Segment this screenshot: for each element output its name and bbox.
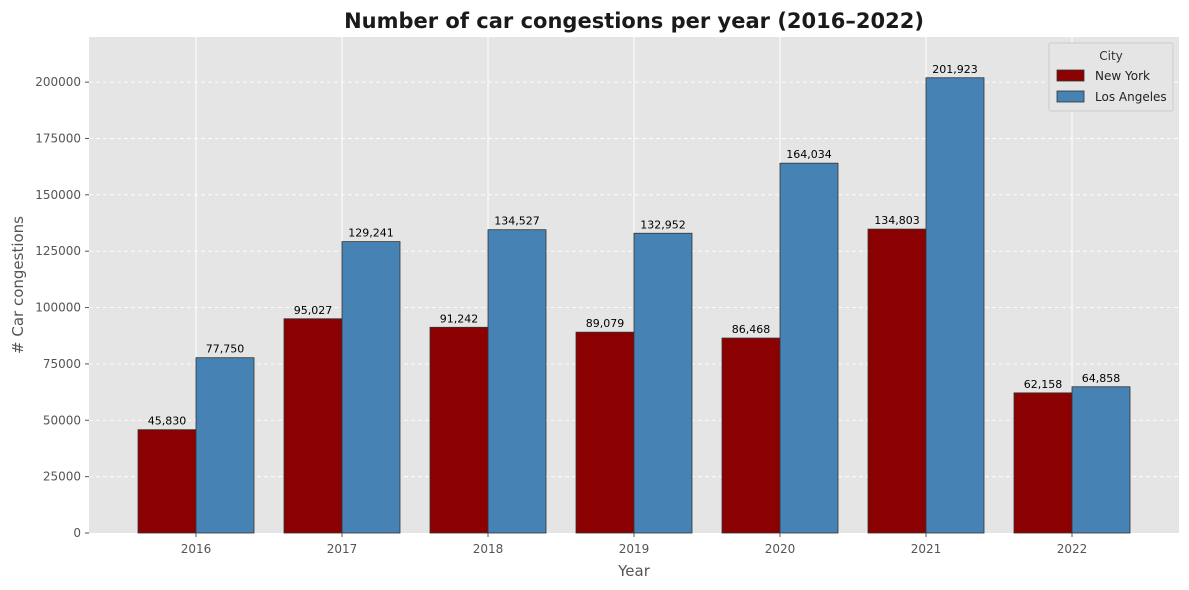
y-tick-label: 125000 <box>35 244 81 258</box>
axis-ticks: 0 25000 50000 75000 100000 125000 150000 175000… <box>35 75 1087 556</box>
bar-los-angeles-2022 <box>1071 386 1131 534</box>
bar-los-angeles-2021 <box>925 77 985 534</box>
data-label-los-angeles-2021: 201,923 <box>932 63 978 76</box>
bars <box>137 77 1131 534</box>
data-label-los-angeles-2017: 129,241 <box>348 227 394 240</box>
x-tick-label: 2016 <box>181 542 212 556</box>
data-label-new-york-2022: 62,158 <box>1024 378 1063 391</box>
data-label-new-york-2020: 86,468 <box>732 323 771 336</box>
y-tick-label: 150000 <box>35 188 81 202</box>
data-label-los-angeles-2020: 164,034 <box>786 148 832 161</box>
legend-title: City <box>1099 49 1123 63</box>
bar-new-york-2021 <box>867 228 927 534</box>
data-label-new-york-2017: 95,027 <box>294 304 333 317</box>
data-label-los-angeles-2018: 134,527 <box>494 215 540 228</box>
legend: City New York Los Angeles <box>1048 42 1174 112</box>
x-tick-label: 2022 <box>1057 542 1088 556</box>
data-label-new-york-2018: 91,242 <box>440 312 479 325</box>
y-tick-label: 50000 <box>43 413 81 427</box>
bar-new-york-2016 <box>137 429 197 534</box>
bar-new-york-2020 <box>721 337 781 534</box>
legend-label-los-angeles: Los Angeles <box>1095 90 1167 104</box>
bar-new-york-2018 <box>429 326 489 534</box>
legend-label-new-york: New York <box>1095 69 1150 83</box>
y-tick-label: 200000 <box>35 75 81 89</box>
legend-swatch-new-york <box>1056 69 1085 82</box>
bar-los-angeles-2018 <box>487 229 547 534</box>
data-labels: 45,830 95,027 91,242 89,079 86,468 134,803 62,… <box>148 63 1121 428</box>
x-tick-label: 2017 <box>327 542 358 556</box>
data-label-new-york-2016: 45,830 <box>148 415 187 428</box>
data-label-new-york-2019: 89,079 <box>586 317 625 330</box>
y-tick-label: 175000 <box>35 131 81 145</box>
data-label-los-angeles-2019: 132,952 <box>640 218 686 231</box>
legend-swatch-los-angeles <box>1056 90 1085 103</box>
bar-new-york-2017 <box>283 318 343 534</box>
x-tick-label: 2020 <box>765 542 796 556</box>
y-axis-label: # Car congestions <box>9 216 27 354</box>
chart-title: Number of car congestions per year (2016… <box>344 9 924 33</box>
bar-los-angeles-2017 <box>341 241 401 534</box>
x-tick-label: 2021 <box>911 542 942 556</box>
bar-new-york-2022 <box>1013 392 1073 534</box>
x-tick-label: 2018 <box>473 542 504 556</box>
data-label-los-angeles-2022: 64,858 <box>1082 372 1121 385</box>
y-tick-label: 75000 <box>43 357 81 371</box>
y-tick-label: 25000 <box>43 470 81 484</box>
x-axis-label: Year <box>617 562 651 580</box>
bar-los-angeles-2020 <box>779 162 839 534</box>
y-tick-label: 100000 <box>35 301 81 315</box>
y-tick-label: 0 <box>73 526 81 540</box>
data-label-los-angeles-2016: 77,750 <box>206 343 245 356</box>
bar-new-york-2019 <box>575 331 635 534</box>
x-tick-label: 2019 <box>619 542 650 556</box>
bar-los-angeles-2016 <box>195 357 255 534</box>
data-label-new-york-2021: 134,803 <box>874 214 920 227</box>
bar-los-angeles-2019 <box>633 232 693 534</box>
